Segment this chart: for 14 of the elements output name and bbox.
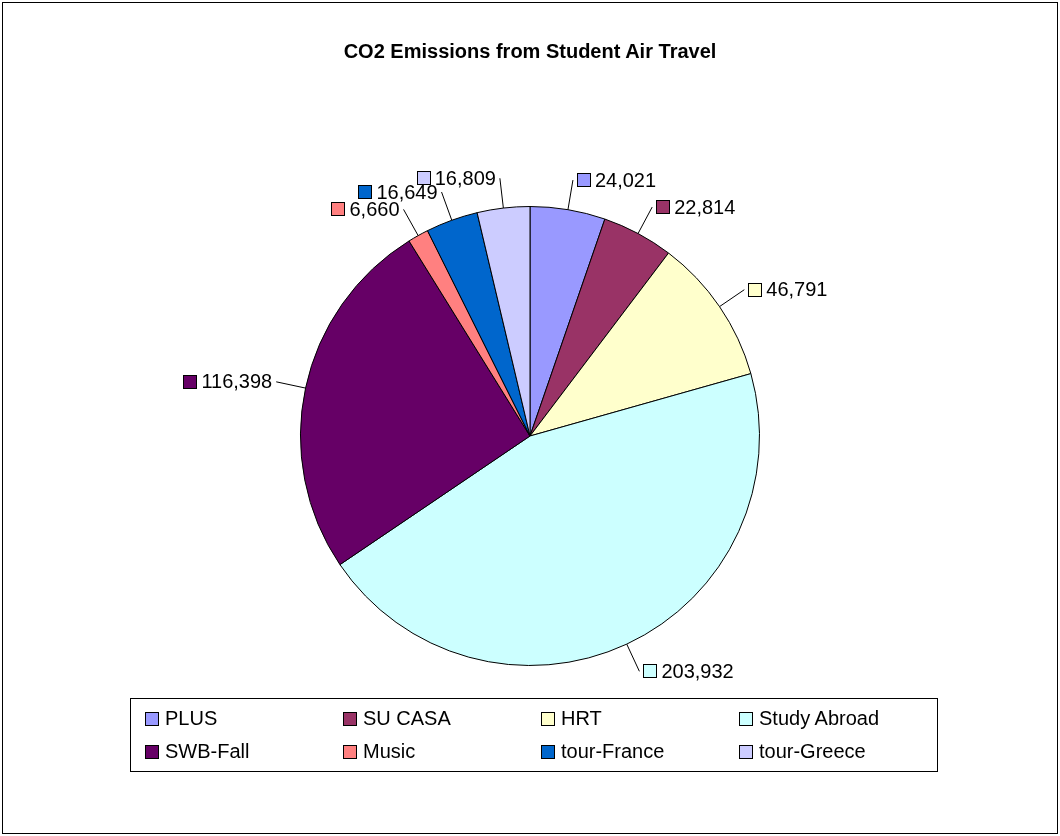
legend-label: SU CASA [363,707,451,730]
legend-label: tour-Greece [759,740,866,763]
data-label: 22,814 [674,195,736,218]
legend-label: HRT [561,707,602,730]
data-label: 24,021 [594,168,657,191]
data-label: 46,791 [766,278,828,301]
legend-label: Music [363,740,416,763]
data-label: 203,932 [661,659,734,682]
legend-label: SWB-Fall [165,740,250,763]
legend-label: Study Abroad [759,707,880,730]
legend-label: tour-France [561,740,665,763]
chart-title: CO2 Emissions from Student Air Travel [343,39,717,62]
legend-label: PLUS [165,707,218,730]
data-label: 116,398 [201,370,273,393]
